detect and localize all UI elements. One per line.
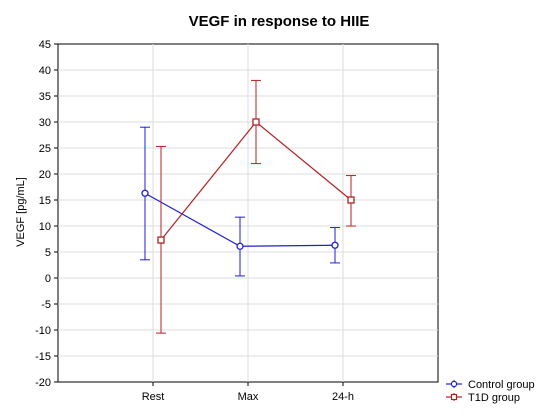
legend-marker (450, 393, 458, 401)
chart-title: VEGF in response to HIIE (189, 13, 370, 30)
y-tick-label: 15 (39, 195, 51, 207)
y-tick-label: -5 (41, 299, 51, 311)
y-tick-label: -10 (35, 325, 51, 337)
y-tick-label: -15 (35, 351, 51, 363)
data-point (252, 118, 260, 126)
series (140, 79, 356, 334)
y-tick-label: 10 (39, 221, 51, 233)
y-axis-label: VEGF [pg/mL] (15, 177, 27, 247)
y-tick-label: 45 (39, 39, 51, 51)
y-tick-label: 25 (39, 143, 51, 155)
data-point (236, 242, 244, 250)
data-point (331, 241, 339, 249)
y-tick-label: 30 (39, 117, 51, 129)
data-point (157, 236, 165, 244)
y-ticks: -20 -15 -10 -5 0 5 10 15 20 25 30 35 40 45 (35, 39, 58, 389)
x-tick-label: Rest (142, 391, 165, 403)
legend-marker (450, 380, 458, 388)
data-point (141, 189, 149, 197)
series-1 (140, 126, 340, 277)
series-2 (156, 79, 356, 334)
y-tick-label: 5 (45, 247, 51, 259)
data-point (347, 196, 355, 204)
grid (58, 44, 438, 382)
x-tick-label: Max (238, 391, 259, 403)
x-tick-label: 24-h (332, 391, 354, 403)
y-tick-label: 35 (39, 91, 51, 103)
legend-item-1: Control group (446, 379, 535, 391)
y-tick-label: 0 (45, 273, 51, 285)
y-tick-label: 40 (39, 65, 51, 77)
y-tick-label: -20 (35, 377, 51, 389)
legend-label: T1D group (468, 392, 520, 404)
legend-item-2: T1D group (446, 392, 520, 404)
y-tick-label: 20 (39, 169, 51, 181)
x-ticks: Rest Max 24-h (142, 382, 354, 403)
legend-label: Control group (468, 379, 535, 391)
